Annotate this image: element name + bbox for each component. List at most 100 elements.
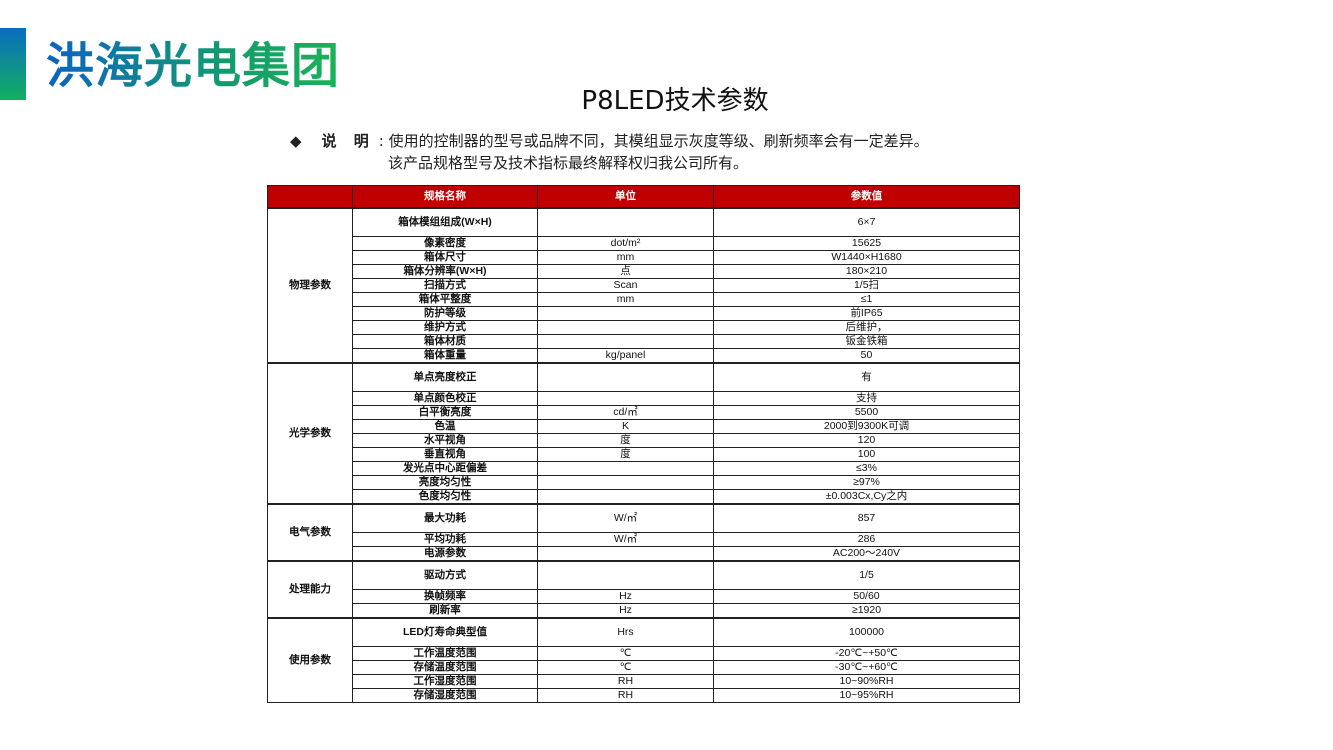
spec-unit: Scan (537, 278, 714, 293)
note-line: 该产品规格型号及技术指标最终解释权归我公司所有。 (388, 154, 749, 172)
spec-unit (537, 546, 714, 562)
spec-table: 规格名称 单位 参数值 物理参数 箱体模组组成(W×H) 6×7 像素密度 dot/m²… (267, 185, 1020, 703)
spec-name: 亮度均匀性 (352, 475, 538, 490)
spec-unit: mm (537, 250, 714, 265)
accent-bar (0, 28, 26, 100)
table-row: 防护等级 前IP65 (268, 306, 1020, 321)
table-row: 光学参数 单点亮度校正 有 (267, 362, 1020, 505)
spec-unit (537, 207, 714, 237)
table-row: 电气参数 最大功耗 W/㎡ 857 (267, 503, 1020, 562)
spec-name: 色温 (352, 419, 538, 434)
group-name: 光学参数 (267, 362, 353, 505)
spec-value: 50 (713, 348, 1020, 364)
spec-name: 单点颜色校正 (352, 391, 538, 406)
spec-name: 扫描方式 (352, 278, 538, 293)
spec-value: ±0.003Cx,Cy之内 (713, 489, 1020, 505)
spec-value: 180×210 (713, 264, 1020, 279)
spec-name: 箱体模组组成(W×H) (352, 207, 538, 237)
table-row: 垂直视角度 100 (268, 447, 1020, 462)
spec-value: 10~95%RH (713, 688, 1020, 703)
spec-value: 100000 (713, 617, 1020, 647)
spec-unit: Hrs (537, 617, 714, 647)
table-row: 像素密度 dot/m² 15625 (268, 236, 1020, 251)
table-row: 箱体平整度 mm ≤1 (268, 292, 1020, 307)
spec-name: 平均功耗 (352, 532, 538, 547)
table-row: 扫描方式 Scan 1/5扫 (268, 278, 1020, 293)
table-row: 存储温度范围 ℃ -30℃~+60℃ (268, 660, 1020, 675)
spec-name: 箱体分辨率(W×H) (352, 264, 538, 279)
spec-unit: RH (537, 674, 714, 689)
page-title: P8LED技术参数 (581, 86, 769, 116)
spec-value: 857 (713, 503, 1020, 533)
table-row: 箱体材质 钣金铁箱 (268, 334, 1020, 349)
spec-name: 箱体尺寸 (352, 250, 538, 265)
spec-value: 100 (713, 447, 1020, 462)
company-logo: 洪海光电集团 (46, 38, 341, 94)
spec-unit: ℃ (537, 660, 714, 675)
spec-value: 有 (713, 362, 1020, 392)
spec-unit (537, 475, 714, 490)
spec-value: 后维护， (713, 320, 1020, 335)
header-cell: 参数值 (713, 185, 1020, 209)
spec-unit: mm (537, 292, 714, 307)
spec-name: 维护方式 (352, 320, 538, 335)
table-row: 物理参数 箱体模组组成(W×H) 6×7 (267, 207, 1020, 364)
spec-value: 120 (713, 433, 1020, 448)
spec-unit (537, 560, 714, 590)
spec-name: 水平视角 (352, 433, 538, 448)
spec-unit: K (537, 419, 714, 434)
table-row: 色度均匀性 ±0.003Cx,Cy之内 (268, 489, 1020, 505)
spec-name: 单点亮度校正 (352, 362, 538, 392)
spec-unit: dot/m² (537, 236, 714, 251)
group-name: 电气参数 (267, 503, 353, 562)
spec-unit (537, 362, 714, 392)
spec-unit: Hz (537, 603, 714, 619)
header-cell (267, 185, 353, 209)
spec-value: 2000到9300K可调 (713, 419, 1020, 434)
spec-value: -20℃~+50℃ (713, 646, 1020, 661)
spec-value: 15625 (713, 236, 1020, 251)
spec-name: 存储湿度范围 (352, 688, 538, 703)
header-cell: 规格名称 (352, 185, 538, 209)
table-row: 箱体尺寸 mm W1440×H1680 (268, 250, 1020, 265)
spec-unit: Hz (537, 589, 714, 604)
table-row: 箱体分辨率(W×H) 点 180×210 (268, 264, 1020, 279)
spec-value: 50/60 (713, 589, 1020, 604)
spec-unit (537, 391, 714, 406)
spec-name: 像素密度 (352, 236, 538, 251)
spec-value: 6×7 (713, 207, 1020, 237)
spec-name: 箱体材质 (352, 334, 538, 349)
table-row: 色温 K 2000到9300K可调 (268, 419, 1020, 434)
spec-value: -30℃~+60℃ (713, 660, 1020, 675)
header-cell: 单位 (537, 185, 714, 209)
spec-value: ≤1 (713, 292, 1020, 307)
group-name: 处理能力 (267, 560, 353, 619)
spec-unit: RH (537, 688, 714, 703)
spec-unit: 点 (537, 264, 714, 279)
spec-name: 发光点中心距偏差 (352, 461, 538, 476)
spec-value: ≥97% (713, 475, 1020, 490)
spec-name: LED灯寿命典型值 (352, 617, 538, 647)
spec-value: 5500 (713, 405, 1020, 420)
spec-name: 色度均匀性 (352, 489, 538, 505)
spec-unit (537, 306, 714, 321)
note-line: : 使用的控制器的型号或品牌不同，其模组显示灰度等级、刷新频率会有一定差异。 (378, 132, 929, 150)
spec-name: 垂直视角 (352, 447, 538, 462)
spec-unit (537, 334, 714, 349)
note: ◆ 说 明: 使用的控制器的型号或品牌不同，其模组显示灰度等级、刷新频率会有一定差… (290, 130, 929, 174)
group-name: 物理参数 (267, 207, 353, 364)
spec-unit (537, 461, 714, 476)
spec-unit: ℃ (537, 646, 714, 661)
table-row: 白平衡亮度 cd/㎡ 5500 (268, 405, 1020, 420)
table-row: 平均功耗 W/㎡ 286 (268, 532, 1020, 547)
bullet-icon: ◆ (290, 132, 302, 150)
spec-name: 换帧频率 (352, 589, 538, 604)
table-row: 水平视角度 120 (268, 433, 1020, 448)
spec-unit: cd/㎡ (537, 405, 714, 420)
spec-value: 支持 (713, 391, 1020, 406)
spec-name: 存储温度范围 (352, 660, 538, 675)
spec-name: 最大功耗 (352, 503, 538, 533)
spec-value: W1440×H1680 (713, 250, 1020, 265)
spec-name: 刷新率 (352, 603, 538, 619)
spec-name: 电源参数 (352, 546, 538, 562)
